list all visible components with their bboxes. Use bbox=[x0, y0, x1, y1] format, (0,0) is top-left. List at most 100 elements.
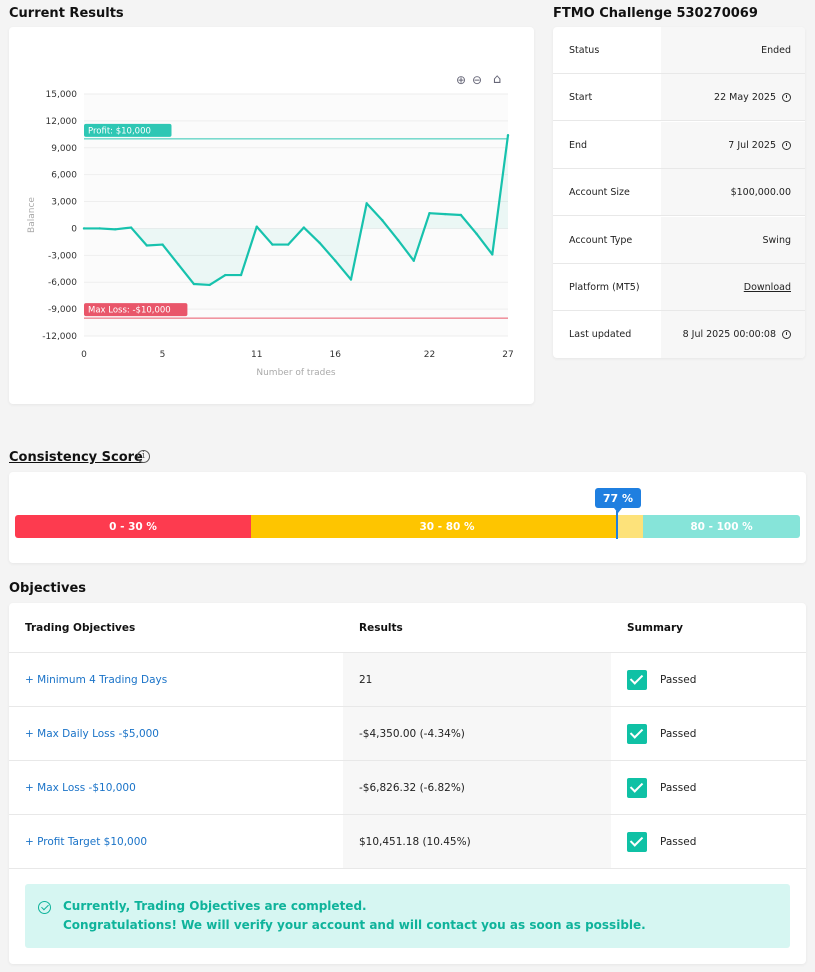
x-tick-label: 11 bbox=[251, 350, 262, 360]
data-point bbox=[286, 243, 290, 246]
zoom-out-icon[interactable]: ⊖ bbox=[472, 73, 483, 87]
result-value: 21 bbox=[343, 653, 611, 706]
check-circle-icon bbox=[38, 901, 51, 914]
summary-status: Passed bbox=[660, 781, 697, 794]
data-point bbox=[349, 278, 353, 281]
data-point bbox=[459, 213, 463, 217]
data-point bbox=[208, 283, 211, 287]
data-point bbox=[224, 273, 227, 277]
balance-chart: 15,000 12,000 9,000 6,000 3,000 0 -3,000 -6,000… bbox=[27, 90, 514, 378]
header-objective: Trading Objectives bbox=[25, 621, 136, 634]
annotation-label: Max Loss: -$10,000 bbox=[88, 306, 171, 316]
objective-link[interactable]: + Profit Target $10,000 bbox=[25, 835, 148, 848]
data-point bbox=[161, 243, 164, 246]
challenge-info-table: Status Ended Start 22 May 2025 End 7 Jul… bbox=[553, 27, 805, 358]
data-point bbox=[145, 244, 149, 247]
balance-chart-card: ⊕ ⊖ ⌂ 15,000 12,000 9,000 6,000 3,000 0 -3,000… bbox=[9, 27, 534, 404]
home-icon[interactable]: ⌂ bbox=[493, 72, 502, 87]
result-value: -$6,826.32 (-6.82%) bbox=[343, 761, 611, 814]
y-tick-label: -12,000 bbox=[42, 332, 77, 342]
objective-link[interactable]: + Max Daily Loss -$5,000 bbox=[25, 727, 159, 740]
info-row-status: Status Ended bbox=[553, 27, 805, 74]
objectives-completed-banner: Currently, Trading Objectives are comple… bbox=[25, 884, 790, 948]
header-results: Results bbox=[359, 621, 403, 634]
data-point bbox=[412, 259, 415, 262]
current-results-title: Current Results bbox=[9, 6, 124, 21]
segment-mid: 30 - 80 % bbox=[251, 515, 643, 538]
info-icon[interactable]: i bbox=[137, 450, 150, 463]
info-row-platform: Platform (MT5) Download bbox=[553, 264, 805, 311]
x-tick-label: 27 bbox=[502, 350, 513, 360]
series-area bbox=[84, 135, 508, 285]
table-header-row: Trading Objectives Results Summary bbox=[9, 603, 806, 653]
segment-low-label: 0 - 30 % bbox=[109, 520, 157, 533]
annotation-label: Profit: $10,000 bbox=[88, 126, 151, 136]
data-point bbox=[334, 259, 337, 262]
result-value: $10,451.18 (10.45%) bbox=[343, 815, 611, 868]
info-label: End bbox=[569, 139, 588, 151]
checkbox-checked-icon bbox=[627, 777, 647, 798]
challenge-title: FTMO Challenge 530270069 bbox=[553, 6, 758, 21]
balance-series-line bbox=[84, 135, 510, 287]
status-value: Ended bbox=[761, 44, 791, 56]
clock-icon bbox=[782, 140, 791, 150]
download-link[interactable]: Download bbox=[743, 281, 791, 293]
x-axis-label: Number of trades bbox=[256, 368, 336, 378]
data-point bbox=[239, 273, 243, 277]
data-point bbox=[129, 226, 133, 229]
annotation-badge bbox=[84, 123, 172, 137]
y-tick-label: 15,000 bbox=[46, 90, 78, 100]
info-label: Status bbox=[569, 44, 600, 56]
data-point bbox=[192, 282, 196, 286]
data-point bbox=[428, 212, 431, 215]
summary-status: Passed bbox=[660, 835, 697, 848]
objectives-title: Objectives bbox=[9, 581, 87, 596]
consistency-score-title[interactable]: Consistency Score bbox=[9, 450, 143, 465]
y-axis-label: Balance bbox=[27, 197, 37, 233]
score-marker-line bbox=[616, 511, 618, 539]
zoom-in-icon[interactable]: ⊕ bbox=[456, 73, 467, 87]
checkbox-checked-icon bbox=[627, 669, 647, 690]
objective-link[interactable]: + Max Loss -$10,000 bbox=[25, 781, 136, 794]
data-point bbox=[506, 134, 510, 137]
segment-high-label: 80 - 100 % bbox=[690, 520, 753, 533]
info-label: Start bbox=[569, 91, 593, 103]
account-size-value: $100,000.00 bbox=[730, 186, 791, 198]
table-row: + Minimum 4 Trading Days 21 Passed bbox=[9, 653, 806, 707]
x-tick-label: 16 bbox=[330, 350, 342, 360]
data-point bbox=[443, 212, 447, 216]
last-updated-value: 8 Jul 2025 00:00:08 bbox=[682, 329, 776, 340]
clock-icon bbox=[782, 92, 791, 102]
data-point bbox=[396, 238, 400, 242]
info-row-last-updated: Last updated 8 Jul 2025 00:00:08 bbox=[553, 311, 805, 358]
data-point bbox=[177, 263, 180, 266]
segment-mid-label: 30 - 80 % bbox=[419, 520, 475, 533]
info-row-end: End 7 Jul 2025 bbox=[553, 122, 805, 169]
data-point bbox=[491, 253, 494, 256]
y-tick-label: 0 bbox=[71, 224, 77, 234]
objective-link[interactable]: + Minimum 4 Trading Days bbox=[25, 673, 168, 686]
x-tick-label: 0 bbox=[81, 350, 87, 360]
data-point bbox=[318, 241, 321, 244]
banner-message-line1: Currently, Trading Objectives are comple… bbox=[63, 899, 367, 913]
info-row-account-size: Account Size $100,000.00 bbox=[553, 169, 805, 216]
info-label: Account Type bbox=[569, 234, 633, 246]
y-tick-label: 9,000 bbox=[51, 144, 77, 154]
y-tick-label: 6,000 bbox=[51, 171, 77, 181]
data-point bbox=[271, 243, 274, 246]
data-point bbox=[475, 232, 478, 236]
y-tick-label: 12,000 bbox=[46, 117, 78, 127]
account-type-value: Swing bbox=[762, 234, 792, 246]
y-tick-label: -9,000 bbox=[48, 305, 77, 315]
table-row: + Profit Target $10,000 $10,451.18 (10.4… bbox=[9, 815, 806, 869]
header-summary: Summary bbox=[627, 621, 684, 634]
y-tick-label: 3,000 bbox=[51, 198, 77, 208]
info-label: Account Size bbox=[569, 186, 630, 198]
info-row-account-type: Account Type Swing bbox=[553, 217, 805, 264]
score-marker-badge: 77 % bbox=[595, 488, 641, 513]
x-tick-label: 5 bbox=[160, 350, 166, 360]
data-point bbox=[365, 202, 368, 205]
summary-status: Passed bbox=[660, 727, 697, 740]
data-point bbox=[114, 228, 117, 231]
info-label: Platform (MT5) bbox=[569, 281, 640, 293]
